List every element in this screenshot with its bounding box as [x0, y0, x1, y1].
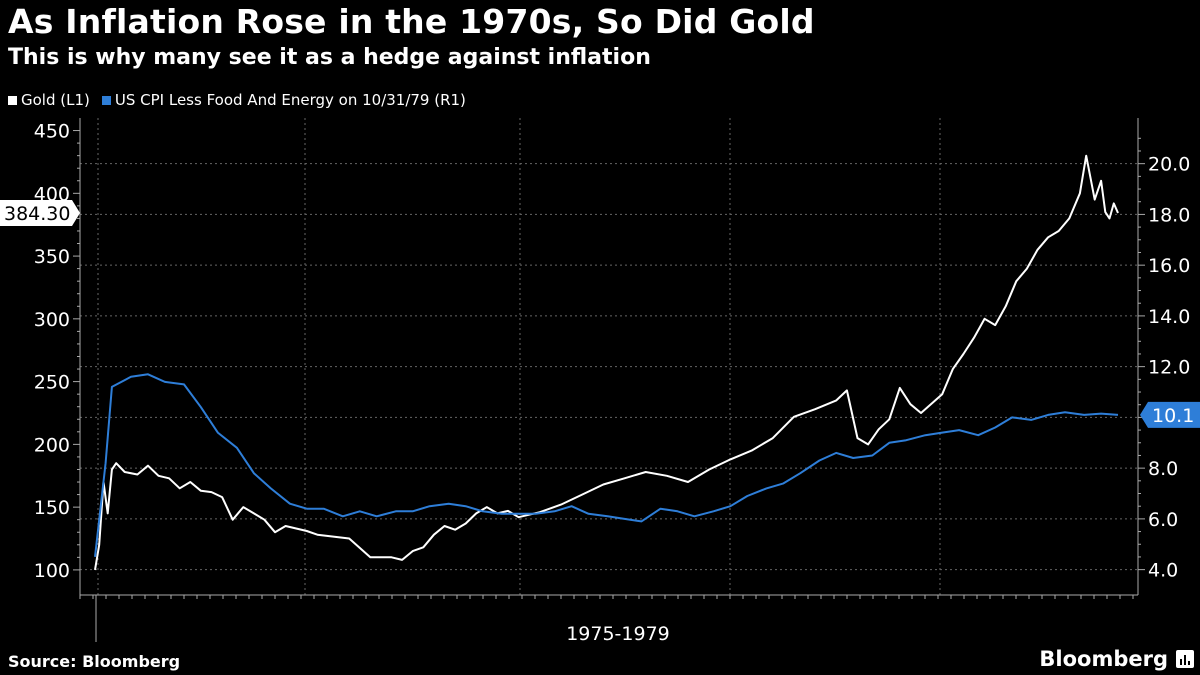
right-tick-label: 20.0 — [1148, 154, 1190, 176]
legend-item-cpi[interactable]: US CPI Less Food And Energy on 10/31/79 … — [101, 91, 466, 109]
right-tick-label: 16.0 — [1148, 255, 1190, 277]
right-tick-label: 8.0 — [1148, 458, 1178, 480]
left-tick-label: 100 — [34, 560, 70, 582]
chart-title: As Inflation Rose in the 1970s, So Did G… — [8, 2, 815, 41]
brand-logo-text: Bloomberg — [1039, 647, 1168, 671]
left-tick-label: 450 — [34, 121, 70, 143]
left-tick-label: 250 — [34, 372, 70, 394]
left-tick-label: 200 — [34, 434, 70, 456]
right-tick-label: 18.0 — [1148, 204, 1190, 226]
axes: 1001502002503003504004504.06.08.010.012.… — [34, 118, 1190, 645]
source-note: Source: Bloomberg — [8, 652, 181, 671]
bloomberg-icon — [1176, 650, 1194, 668]
right-tick-label: 14.0 — [1148, 306, 1190, 328]
right-tick-label: 4.0 — [1148, 560, 1178, 582]
gold-last-value-tag — [0, 200, 80, 227]
legend-item-gold[interactable]: Gold (L1) — [8, 91, 90, 109]
grid-lines — [80, 118, 1138, 595]
legend-swatch-cpi — [101, 95, 111, 105]
legend-label-cpi: US CPI Less Food And Energy on 10/31/79 … — [114, 91, 466, 109]
legend-label-gold: Gold (L1) — [21, 91, 90, 109]
x-axis-label: 1975-1979 — [566, 623, 670, 645]
left-tick-label: 400 — [34, 183, 70, 205]
value-labels: 384.30 10.1 — [0, 200, 1200, 428]
series-lines — [94, 154, 1119, 571]
cpi-last-value-tag — [1140, 401, 1200, 428]
chart-subtitle: This is why many see it as a hedge again… — [8, 45, 651, 70]
left-tick-label: 350 — [34, 246, 70, 268]
series-line-gold — [94, 154, 1119, 571]
legend-swatch-gold — [8, 95, 17, 105]
left-tick-label: 150 — [34, 497, 70, 519]
right-tick-label: 12.0 — [1148, 357, 1190, 379]
legend: Gold (L1) US CPI Less Food And Energy on… — [8, 91, 478, 109]
right-tick-label: 6.0 — [1148, 509, 1178, 531]
left-tick-label: 300 — [34, 309, 70, 331]
cpi-last-value-label: 10.1 — [1152, 405, 1194, 427]
series-line-cpi — [94, 373, 1119, 558]
gold-last-value-label: 384.30 — [4, 203, 70, 225]
